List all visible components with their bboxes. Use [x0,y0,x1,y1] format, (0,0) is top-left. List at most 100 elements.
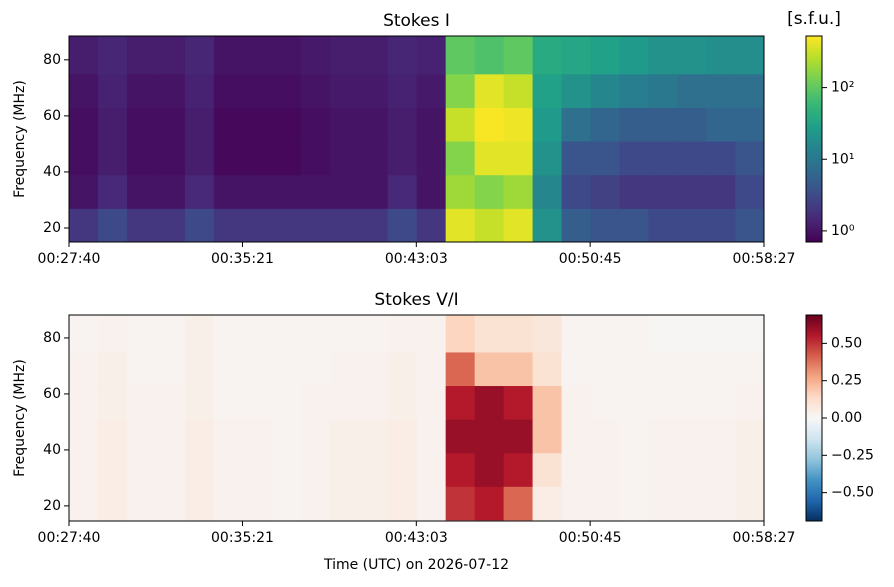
heat-cell [503,73,534,108]
panel-title: Stokes V/I [374,290,458,310]
heat-cell [242,141,273,176]
heat-cell [126,351,157,387]
heat-cell [590,385,621,420]
heat-cell [445,208,476,242]
heat-cell [213,315,244,353]
heat-cell [532,107,563,142]
x-tick-label: 00:50:45 [559,251,622,267]
heat-cell [590,315,621,353]
heat-cell [387,174,418,209]
heat-cell [474,141,505,176]
heat-cell [271,107,302,142]
heat-cell [532,385,563,420]
colorbar [805,314,823,522]
heat-cell [590,419,621,454]
heat-cell [213,73,244,108]
heat-cell [474,351,505,387]
x-tick-label: 00:27:40 [38,530,101,546]
colorbar-tick-label: 10² [831,80,854,96]
heat-cell [213,208,244,242]
panel-title: Stokes I [383,11,450,31]
heat-cell [271,315,302,353]
heat-cell [329,141,360,176]
x-tick-label: 00:50:45 [559,530,622,546]
heat-cell [300,315,331,353]
heat-cell [677,36,707,75]
y-tick-label: 40 [43,442,61,458]
heat-cell [184,315,215,353]
colorbar-label: [s.f.u.] [787,9,841,29]
heat-cell [503,141,534,176]
heat-cell [155,73,186,108]
heat-cell [706,141,736,176]
heat-cell [590,174,621,209]
y-tick-label: 80 [43,330,61,346]
heat-cell [69,385,99,420]
heat-cell [69,452,99,487]
heat-cell [155,351,186,387]
heat-cell [358,419,389,454]
heat-cell [619,174,649,209]
x-tick-label: 00:58:27 [733,251,796,267]
heat-cell [184,107,215,142]
x-tick-label: 00:58:27 [733,530,796,546]
heat-cell [677,208,707,242]
heat-cell [677,452,707,487]
heat-cell [69,36,99,75]
heat-cell [271,73,302,108]
heat-cell [358,385,389,420]
heatmap [69,36,764,242]
heat-cell [561,73,592,108]
heat-cell [184,73,215,108]
heat-cell [706,315,736,353]
colorbar-tick-label: 10¹ [831,151,854,167]
heat-cell [184,452,215,487]
heat-cell [155,36,186,75]
heat-cell [213,351,244,387]
heat-cell [329,385,360,420]
heat-cell [358,452,389,487]
colorbar-tick-label: 10⁰ [831,223,855,239]
heat-cell [735,36,764,75]
heat-cell [561,315,592,353]
heat-cell [242,107,273,142]
x-tick-label: 00:35:21 [211,251,274,267]
heat-cell [155,385,186,420]
heat-cell [648,315,678,353]
heat-cell [387,351,418,387]
heat-cell [503,486,534,521]
y-tick-label: 80 [43,52,61,68]
heat-cell [213,107,244,142]
heat-cell [184,351,215,387]
heat-cell [474,36,505,75]
heat-cell [213,141,244,176]
heat-cell [735,486,764,521]
heat-cell [532,452,563,487]
heat-cell [706,73,736,108]
heat-cell [69,208,99,242]
heat-cell [677,73,707,108]
heat-cell [590,36,621,75]
heat-cell [358,315,389,353]
heat-cell [97,141,128,176]
heat-cell [416,208,447,242]
heat-cell [97,73,128,108]
heat-cell [213,486,244,521]
heat-cell [677,174,707,209]
colorbar-tick-label: −0.25 [831,447,874,463]
heat-cell [387,36,418,75]
heat-cell [271,452,302,487]
heat-cell [155,141,186,176]
x-tick-label: 00:27:40 [38,251,101,267]
heat-cell [619,315,649,353]
heat-cell [416,141,447,176]
heat-cell [155,107,186,142]
heat-cell [619,385,649,420]
heat-cell [69,107,99,142]
heat-cell [706,208,736,242]
heat-cell [474,385,505,420]
heat-cell [329,419,360,454]
heat-cell [242,452,273,487]
heat-cell [387,419,418,454]
heat-cell [648,107,678,142]
